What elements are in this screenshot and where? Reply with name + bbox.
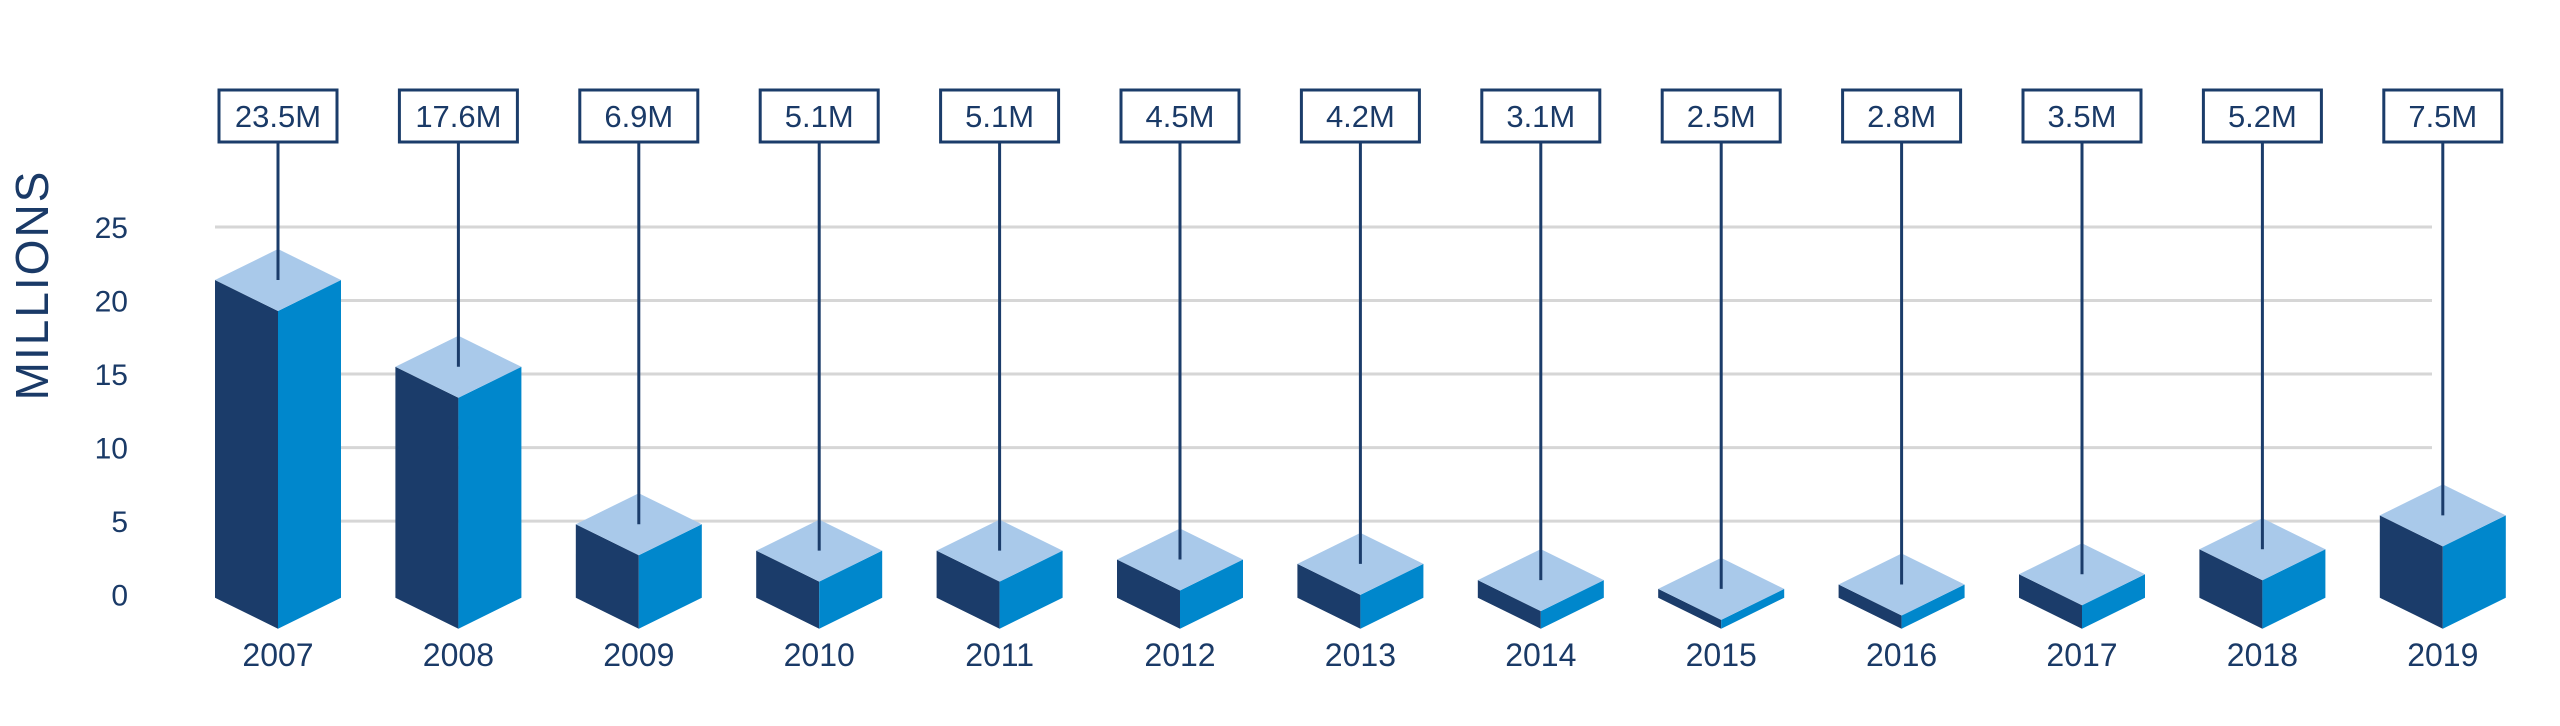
bar [215, 249, 341, 629]
data-label: 4.5M [1146, 99, 1215, 134]
y-tick-label: 20 [95, 286, 128, 319]
data-label-box [1299, 88, 1421, 144]
data-label: 4.2M [1326, 99, 1395, 134]
bar-left-face [1477, 580, 1541, 629]
bar-right-face [1360, 563, 1424, 629]
data-label-box [1119, 88, 1241, 144]
bar [2379, 484, 2506, 629]
data-label-box [1660, 88, 1782, 144]
data-label: 6.9M [604, 99, 673, 134]
data-label-box [1841, 88, 1963, 144]
data-label: 3.1M [1506, 99, 1575, 134]
bar-right-face [638, 524, 702, 629]
x-tick-label: 2009 [603, 637, 674, 673]
bar [575, 493, 702, 629]
bar-left-face [936, 550, 1000, 629]
x-tick-label: 2017 [2046, 637, 2117, 673]
x-tick-label: 2016 [1866, 637, 1937, 673]
bar-left-face [215, 280, 278, 629]
bar-right-face [2442, 515, 2506, 629]
x-tick-label: 2008 [423, 637, 494, 673]
bar-left-face [1838, 584, 1902, 629]
data-label-box [2382, 88, 2504, 144]
data-label: 5.2M [2228, 99, 2297, 134]
data-label: 2.8M [1867, 99, 1936, 134]
data-label: 7.5M [2408, 99, 2477, 134]
bar-right-face [999, 550, 1063, 629]
bar-right-face [1180, 559, 1243, 629]
bar-left-face [395, 366, 459, 629]
x-tick-label: 2019 [2407, 637, 2478, 673]
data-label-box [397, 88, 519, 144]
bar-right-face [1540, 580, 1604, 629]
x-tick-label: 2013 [1325, 637, 1396, 673]
bar-left-face [2379, 515, 2443, 629]
bar-right-face [458, 366, 522, 629]
y-tick-layer: 0 5 10 15 20 25 [95, 212, 128, 613]
data-label: 23.5M [235, 99, 321, 134]
x-tick-label: 2007 [242, 637, 313, 673]
data-label: 5.1M [785, 99, 854, 134]
data-label-box [578, 88, 700, 144]
bar-right-face [1721, 588, 1785, 629]
data-label-box [217, 88, 339, 144]
x-tick-label: 2014 [1505, 637, 1576, 673]
grid-layer [215, 225, 2432, 523]
bar-left-face [2199, 549, 2263, 629]
data-label: 3.5M [2048, 99, 2117, 134]
bar-left-face [1658, 588, 1722, 629]
y-tick-label: 25 [95, 212, 128, 245]
data-label: 5.1M [965, 99, 1034, 134]
bar-right-face [819, 550, 883, 629]
data-label-box [758, 88, 880, 144]
data-label-box [1480, 88, 1602, 144]
data-label-box [2021, 88, 2143, 144]
y-tick-label: 10 [95, 433, 128, 466]
data-label-box [2201, 88, 2323, 144]
x-tick-label: 2012 [1144, 637, 1215, 673]
bar-left-face [756, 550, 820, 629]
bar-left-face [2019, 574, 2082, 629]
x-tick-layer: 2007 2008 2009 2010 2011 2012 2013 2014 2015 2016… [242, 637, 2478, 673]
bar-left-face [575, 524, 639, 629]
y-tick-label: 15 [95, 359, 128, 392]
bar-right-face [1901, 584, 1965, 629]
x-tick-label: 2010 [784, 637, 855, 673]
y-axis-title: MILLIONS [6, 170, 58, 401]
bar-left-face [1297, 563, 1361, 629]
x-tick-label: 2018 [2227, 637, 2298, 673]
y-tick-label: 0 [111, 580, 128, 613]
bar-left-face [1117, 559, 1180, 629]
x-tick-label: 2015 [1686, 637, 1757, 673]
bar-right-face [2082, 574, 2145, 629]
bar [395, 335, 522, 629]
data-label: 2.5M [1687, 99, 1756, 134]
data-label-box [939, 88, 1061, 144]
bar-right-face [278, 280, 341, 629]
bar-right-face [2262, 549, 2326, 629]
x-tick-label: 2011 [965, 637, 1034, 673]
y-tick-label: 5 [111, 506, 128, 539]
data-label-layer: 23.5M 17.6M 6.9M 5.1M 5.1M 4.5M 4.2M 3.1M 2.5M 2.… [217, 88, 2504, 589]
data-label: 17.6M [415, 99, 501, 134]
